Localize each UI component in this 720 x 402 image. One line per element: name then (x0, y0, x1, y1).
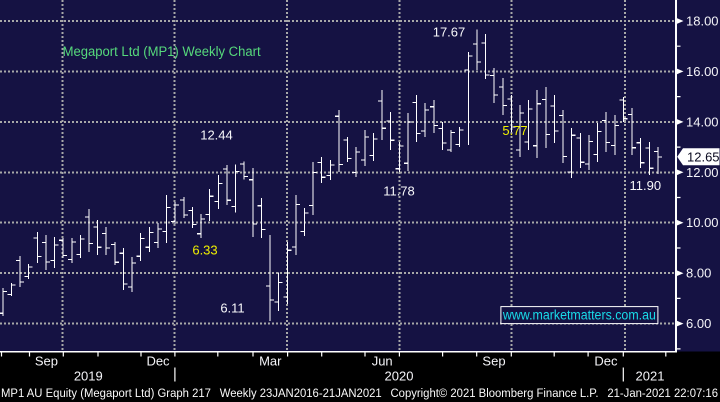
svg-text:Dec: Dec (594, 354, 618, 369)
svg-text:Dec: Dec (146, 354, 170, 369)
svg-text:6.33: 6.33 (192, 243, 217, 258)
svg-text:12.44: 12.44 (200, 128, 233, 143)
svg-text:MP1 AU Equity (Megaport Ltd) G: MP1 AU Equity (Megaport Ltd) Graph 217 W… (1, 386, 718, 400)
svg-text:8.00: 8.00 (686, 266, 711, 281)
svg-text:Megaport Ltd (MP1) Weekly Char: Megaport Ltd (MP1) Weekly Chart (63, 44, 261, 59)
svg-text:www.marketmatters.com.au: www.marketmatters.com.au (502, 308, 656, 323)
svg-text:6.11: 6.11 (220, 301, 244, 316)
svg-text:2020: 2020 (385, 369, 414, 384)
svg-text:11.90: 11.90 (630, 178, 662, 193)
svg-text:17.67: 17.67 (433, 25, 466, 40)
svg-text:2019: 2019 (74, 369, 103, 384)
svg-text:14.00: 14.00 (686, 114, 719, 129)
svg-text:12.00: 12.00 (686, 165, 719, 180)
svg-text:11.78: 11.78 (383, 184, 415, 199)
svg-text:18.00: 18.00 (686, 14, 719, 29)
svg-text:6.00: 6.00 (686, 316, 711, 331)
svg-text:2021: 2021 (636, 369, 665, 384)
svg-text:Jun: Jun (372, 354, 393, 369)
svg-text:16.00: 16.00 (686, 64, 719, 79)
svg-text:Sep: Sep (35, 354, 58, 369)
svg-text:Mar: Mar (259, 354, 282, 369)
svg-text:5.77: 5.77 (502, 123, 527, 138)
svg-text:12.65: 12.65 (687, 149, 720, 164)
svg-text:10.00: 10.00 (686, 215, 719, 230)
svg-text:Sep: Sep (482, 354, 505, 369)
